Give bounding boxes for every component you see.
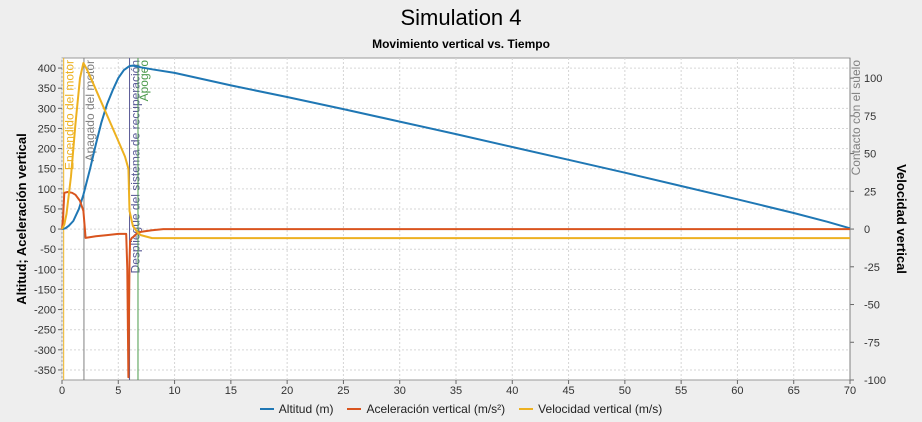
y-right-tick-label: -100 — [864, 375, 886, 387]
series-line-altitude — [61, 64, 851, 231]
series-line-acceleration — [61, 191, 850, 379]
y-left-tick-label: 200 — [38, 144, 56, 156]
legend-label-altitude: Altitud (m) — [278, 402, 334, 416]
y-left-tick-label: 250 — [38, 123, 56, 135]
y-left-tick-label: 0 — [50, 224, 56, 236]
y-right-tick-label: 100 — [864, 73, 882, 85]
x-tick-label: 70 — [844, 385, 856, 397]
legend-item-velocity[interactable]: Velocidad vertical (m/s) — [519, 402, 662, 416]
event-label: Apogeo — [137, 60, 151, 102]
x-tick-label: 60 — [731, 385, 743, 397]
x-tick-label: 55 — [675, 385, 687, 397]
x-tick-label: 25 — [337, 385, 349, 397]
x-tick-label: 45 — [562, 385, 574, 397]
x-tick-label: 50 — [619, 385, 631, 397]
event-label: Contacto con el suelo — [849, 60, 863, 176]
x-tick-label: 15 — [225, 385, 237, 397]
y-left-tick-label: 50 — [44, 204, 56, 216]
y-left-tick-label: -150 — [34, 284, 56, 296]
legend-swatch-altitude — [259, 408, 274, 410]
x-tick-label: 35 — [450, 385, 462, 397]
event-label: Encendido del motor — [63, 60, 77, 170]
y-left-tick-label: 350 — [38, 83, 56, 95]
y-right-tick-label: -50 — [864, 300, 880, 312]
x-tick-label: 40 — [506, 385, 518, 397]
x-tick-label: 0 — [59, 385, 65, 397]
y-right-tick-label: 0 — [864, 224, 870, 236]
y-right-tick-label: 25 — [864, 186, 876, 198]
y-left-tick-label: -350 — [34, 365, 56, 377]
y-left-tick-label: -300 — [34, 345, 56, 357]
x-tick-label: 30 — [394, 385, 406, 397]
y-left-axis-label: Altitud; Aceleración vertical — [14, 133, 29, 304]
legend-swatch-velocity — [519, 408, 534, 410]
y-left-tick-label: 150 — [38, 164, 56, 176]
y-right-tick-label: 75 — [864, 111, 876, 123]
y-left-tick-label: -100 — [34, 264, 56, 276]
x-tick-label: 5 — [115, 385, 121, 397]
y-left-tick-label: -200 — [34, 305, 56, 317]
y-left-tick-label: 400 — [38, 63, 56, 75]
x-tick-label: 20 — [281, 385, 293, 397]
y-left-tick-label: 100 — [38, 184, 56, 196]
y-left-tick-label: -50 — [40, 244, 56, 256]
x-tick-label: 10 — [168, 385, 180, 397]
y-right-tick-label: -75 — [864, 337, 880, 349]
legend-item-altitude[interactable]: Altitud (m) — [259, 402, 334, 416]
y-left-tick-label: -250 — [34, 325, 56, 337]
y-right-tick-label: -25 — [864, 262, 880, 274]
legend-label-acceleration: Aceleración vertical (m/s²) — [366, 402, 506, 416]
chart-subtitle: Movimiento vertical vs. Tiempo — [372, 37, 550, 51]
series-line-velocity — [61, 62, 850, 240]
x-tick-label: 65 — [788, 385, 800, 397]
y-left-tick-label: 300 — [38, 103, 56, 115]
y-right-axis-label: Velocidad vertical — [894, 164, 909, 274]
chart-title: Simulation 4 — [400, 5, 522, 30]
legend-swatch-acceleration — [347, 408, 362, 410]
legend-item-acceleration[interactable]: Aceleración vertical (m/s²) — [347, 402, 505, 416]
legend-label-velocity: Velocidad vertical (m/s) — [538, 402, 663, 416]
legend: Altitud (m) Aceleración vertical (m/s²) … — [0, 402, 922, 416]
y-right-tick-label: 50 — [864, 149, 876, 161]
